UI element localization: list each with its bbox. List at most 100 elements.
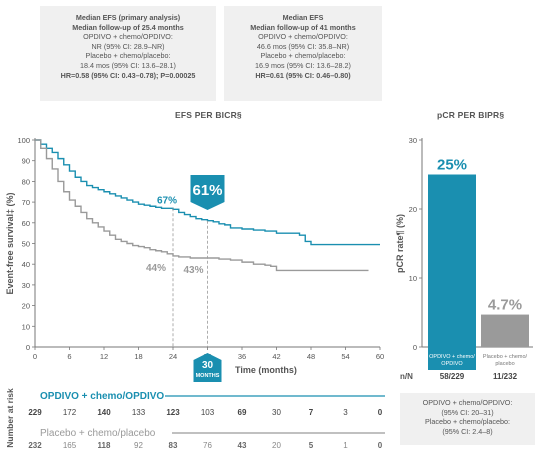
km-y-tick-label: 90 [22,157,30,166]
note-line-3: Placebo + chemo/placebo: [425,417,510,427]
km-x-tick-label: 12 [100,352,108,361]
risk-opdivo-value: 229 [28,408,42,417]
marker-30-months [193,353,222,382]
km-line-placebo [35,139,369,272]
risk-placebo-value: 165 [63,441,77,450]
risk-placebo-value: 20 [272,441,281,450]
label-opdivo-30mo: 61% [192,182,222,199]
box-primary-hr: HR=0.58 (95% CI: 0.43–0.78); P=0.00025 [60,70,196,80]
risk-opdivo-values: 229 172 140 133 123 103 69 30 7 3 0 [28,408,382,417]
label-placebo-24mo: 44% [146,263,166,274]
box-primary-subtitle: Median follow-up of 25.4 months [72,22,184,32]
km-y-tick-label: 50 [22,240,30,249]
risk-placebo-value: 92 [134,441,143,450]
km-y-tick-label: 100 [17,136,30,145]
box-41-line2: 46.6 mos (95% CI: 35.8–NR) [256,41,350,51]
risk-placebo-values: 232 165 118 92 83 76 43 20 5 1 0 [28,441,382,450]
km-x-axis-label: Time (months) [235,365,297,375]
median-efs-41mo-box: Median EFS Median follow-up of 41 months… [224,6,382,101]
nn-opdivo: 58/229 [439,372,465,381]
km-axes: 0102030405060708090100061218243036424854… [17,136,384,361]
note-line-2: (95% CI: 20–31) [441,407,494,417]
pcr-y-axis-label: pCR rate¶ (%) [395,214,405,273]
km-y-tick-label: 60 [22,219,30,228]
risk-placebo-value: 232 [28,441,42,450]
risk-opdivo-value: 133 [132,408,146,417]
risk-placebo-value: 1 [343,441,348,450]
pcr-category-line: placebo [495,361,514,367]
box-41-line4: 16.9 mos (95% CI: 13.6–28.2) [255,60,351,70]
risk-opdivo-value: 140 [97,408,111,417]
pcr-category-line: OPDIVO [441,361,463,367]
marker-30-number: 30 [202,360,214,371]
km-y-tick-label: 20 [22,302,30,311]
risk-placebo-value: 118 [98,441,111,450]
risk-opdivo-value: 123 [166,408,180,417]
pcr-bars: 25% OPDIVO + chemo/OPDIVO 4.7% Placebo + ch… [428,157,529,370]
km-x-tick-label: 18 [134,352,142,361]
pcr-category-line: OPDIVO + chemo/ [429,354,475,360]
marker-30-sublabel: MONTHS [196,373,220,379]
km-x-tick-label: 54 [341,352,349,361]
km-y-tick-label: 70 [22,198,30,207]
km-annotations: 67% 44% 43% 61% 30 MONTHS [146,175,225,382]
km-y-tick-label: 30 [22,281,30,290]
pcr-y-tick-label: 20 [409,205,417,214]
box-41-line1: OPDIVO + chemo/OPDIVO: [258,32,348,42]
km-y-tick-label: 0 [26,343,30,352]
risk-placebo-value: 0 [378,441,383,450]
pcr-ci-note: OPDIVO + chemo/OPDIVO: (95% CI: 20–31) P… [400,393,535,445]
risk-opdivo-value: 69 [238,408,247,417]
box-41-line3: Placebo + chemo/placebo: [260,51,346,61]
pcr-bar-placebo [481,314,529,347]
risk-placebo-value: 5 [309,441,314,450]
risk-placebo-value: 76 [203,441,212,450]
box-41-subtitle: Median follow-up of 41 months [250,22,356,32]
km-y-tick-label: 10 [22,322,30,331]
risk-placebo-label: Placebo + chemo/placebo [40,428,156,439]
km-y-tick-label: 40 [22,260,30,269]
box-41-title: Median EFS [282,13,324,22]
risk-opdivo-value: 103 [201,408,215,417]
risk-opdivo-value: 3 [343,408,348,417]
box-41-hr: HR=0.61 (95% CI: 0.46–0.80) [255,70,351,80]
risk-placebo-value: 43 [238,441,247,450]
risk-opdivo-value: 30 [272,408,281,417]
risk-opdivo-label: OPDIVO + chemo/OPDIVO [40,391,164,402]
risk-opdivo-value: 7 [309,408,314,417]
label-placebo-30mo: 43% [184,265,204,276]
nn-placebo: 11/232 [492,372,518,381]
pcr-category-line: Placebo + chemo/ [483,354,528,360]
pcr-y-tick-label: 0 [413,343,417,352]
nn-label: n/N [400,372,413,381]
risk-table: Number at risk OPDIVO + chemo/OPDIVO 229… [5,388,385,450]
pcr-panel-title: pCR PER BIPR§ [437,110,505,120]
efs-panel-title: EFS PER BICR§ [175,110,242,120]
label-opdivo-24mo: 67% [157,195,177,206]
box-primary-line1: OPDIVO + chemo/OPDIVO: [83,32,173,42]
km-x-tick-label: 48 [307,352,315,361]
pcr-bar-opdivo [428,174,476,370]
km-lines [35,139,380,272]
callout-61-shape [190,175,225,210]
box-primary-line3: Placebo + chemo/placebo: [85,51,171,61]
risk-opdivo-value: 0 [378,408,383,417]
box-primary-title: Median EFS (primary analysis) [75,13,181,22]
pcr-y-tick-label: 30 [409,136,417,145]
box-primary-line4: 18.4 mos (95% CI: 13.6–28.1) [80,60,176,70]
km-x-tick-label: 0 [33,352,37,361]
median-efs-primary-box: Median EFS (primary analysis) Median fol… [40,6,216,101]
pcr-category-label: Placebo + chemo/placebo [483,354,528,367]
risk-opdivo-value: 172 [63,408,77,417]
pcr-value-label: 4.7% [488,297,522,314]
risk-side-label: Number at risk [5,388,15,448]
km-x-tick-label: 60 [376,352,384,361]
note-line-1: OPDIVO + chemo/OPDIVO: [422,398,513,407]
box-primary-line2: NR (95% CI: 28.9–NR) [91,41,165,51]
km-x-tick-label: 42 [272,352,280,361]
km-x-tick-label: 36 [238,352,246,361]
note-line-4: (95% CI: 2.4–8) [442,426,493,436]
pcr-y-tick-label: 10 [409,274,417,283]
km-line-opdivo [35,139,380,246]
